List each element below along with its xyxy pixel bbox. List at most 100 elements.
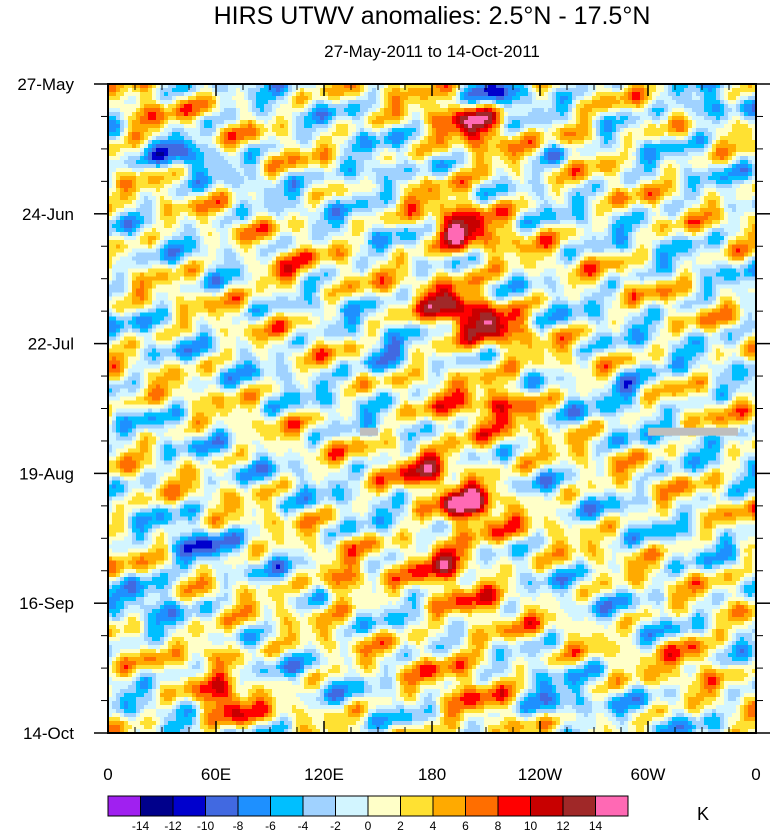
- heatmap-cell: [428, 188, 433, 193]
- heatmap-cell: [140, 148, 145, 153]
- heatmap-cell: [308, 200, 313, 205]
- heatmap-cell: [712, 164, 717, 169]
- heatmap-cell: [716, 96, 721, 101]
- heatmap-cell: [700, 176, 705, 181]
- heatmap-cell: [688, 192, 693, 197]
- heatmap-cell: [456, 200, 461, 205]
- heatmap-cell: [748, 172, 753, 177]
- heatmap-cell: [276, 108, 281, 113]
- heatmap-cell: [160, 184, 165, 189]
- heatmap-cell: [584, 92, 589, 97]
- heatmap-cell: [128, 108, 133, 113]
- heatmap-cell: [384, 128, 389, 133]
- heatmap-cell: [488, 128, 493, 133]
- heatmap-cell: [716, 172, 721, 177]
- heatmap-cell: [356, 112, 361, 117]
- heatmap-cell: [176, 84, 181, 89]
- heatmap-cell: [268, 104, 273, 109]
- heatmap-cell: [456, 168, 461, 173]
- heatmap-cell: [372, 180, 377, 185]
- heatmap-cell: [156, 116, 161, 121]
- heatmap-cell: [188, 148, 193, 153]
- heatmap-cell: [216, 156, 221, 161]
- heatmap-cell: [112, 112, 117, 117]
- heatmap-cell: [572, 168, 577, 173]
- heatmap-cell: [564, 112, 569, 117]
- heatmap-cell: [212, 172, 217, 177]
- heatmap-cell: [272, 160, 277, 165]
- heatmap-cell: [256, 132, 261, 137]
- heatmap-cell: [736, 92, 741, 97]
- heatmap-cell: [116, 204, 121, 209]
- heatmap-cell: [360, 172, 365, 177]
- heatmap-cell: [316, 152, 321, 157]
- heatmap-cell: [224, 96, 229, 101]
- heatmap-cell: [212, 124, 217, 129]
- heatmap-cell: [412, 108, 417, 113]
- heatmap-cell: [436, 140, 441, 145]
- heatmap-cell: [408, 124, 413, 129]
- heatmap-cell: [648, 132, 653, 137]
- heatmap-cell: [300, 124, 305, 129]
- heatmap-cell: [488, 116, 493, 121]
- heatmap-cell: [248, 124, 253, 129]
- heatmap-cell: [280, 168, 285, 173]
- heatmap-cell: [676, 172, 681, 177]
- heatmap-cell: [504, 96, 509, 101]
- heatmap-cell: [336, 128, 341, 133]
- heatmap-cell: [216, 148, 221, 153]
- heatmap-cell: [308, 196, 313, 201]
- heatmap-cell: [472, 132, 477, 137]
- heatmap-cell: [608, 96, 613, 101]
- heatmap-cell: [664, 84, 669, 89]
- heatmap-cell: [408, 152, 413, 157]
- heatmap-cell: [564, 108, 569, 113]
- heatmap-cell: [500, 124, 505, 129]
- heatmap-cell: [556, 192, 561, 197]
- heatmap-cell: [156, 200, 161, 205]
- heatmap-cell: [700, 128, 705, 133]
- heatmap-cell: [452, 176, 457, 181]
- heatmap-cell: [272, 92, 277, 97]
- heatmap-cell: [728, 132, 733, 137]
- heatmap-cell: [640, 172, 645, 177]
- heatmap-cell: [152, 132, 157, 137]
- heatmap-cell: [544, 192, 549, 197]
- heatmap-cell: [620, 180, 625, 185]
- heatmap-cell: [744, 88, 749, 93]
- heatmap-cell: [228, 92, 233, 97]
- heatmap-cell: [688, 136, 693, 141]
- heatmap-cell: [356, 88, 361, 93]
- heatmap-cell: [332, 120, 337, 125]
- heatmap-cell: [112, 116, 117, 121]
- heatmap-cell: [244, 116, 249, 121]
- heatmap-cell: [404, 124, 409, 129]
- heatmap-cell: [372, 168, 377, 173]
- heatmap-cell: [332, 104, 337, 109]
- heatmap-cell: [724, 112, 729, 117]
- heatmap-cell: [728, 152, 733, 157]
- heatmap-cell: [356, 128, 361, 133]
- heatmap-cell: [152, 116, 157, 121]
- heatmap-cell: [692, 172, 697, 177]
- heatmap-cell: [556, 184, 561, 189]
- heatmap-cell: [556, 104, 561, 109]
- heatmap-cell: [236, 88, 241, 93]
- heatmap-cell: [668, 188, 673, 193]
- heatmap-cell: [744, 180, 749, 185]
- heatmap-cell: [312, 204, 317, 209]
- heatmap-cell: [560, 120, 565, 125]
- heatmap-cell: [420, 180, 425, 185]
- heatmap-cell: [704, 168, 709, 173]
- heatmap-cell: [472, 140, 477, 145]
- heatmap-cell: [280, 100, 285, 105]
- heatmap-cell: [208, 164, 213, 169]
- heatmap-cell: [540, 96, 545, 101]
- heatmap-cell: [500, 180, 505, 185]
- heatmap-cell: [492, 168, 497, 173]
- heatmap-cell: [172, 88, 177, 93]
- heatmap-cell: [648, 180, 653, 185]
- heatmap-cell: [212, 88, 217, 93]
- heatmap-cell: [644, 120, 649, 125]
- heatmap-cell: [132, 140, 137, 145]
